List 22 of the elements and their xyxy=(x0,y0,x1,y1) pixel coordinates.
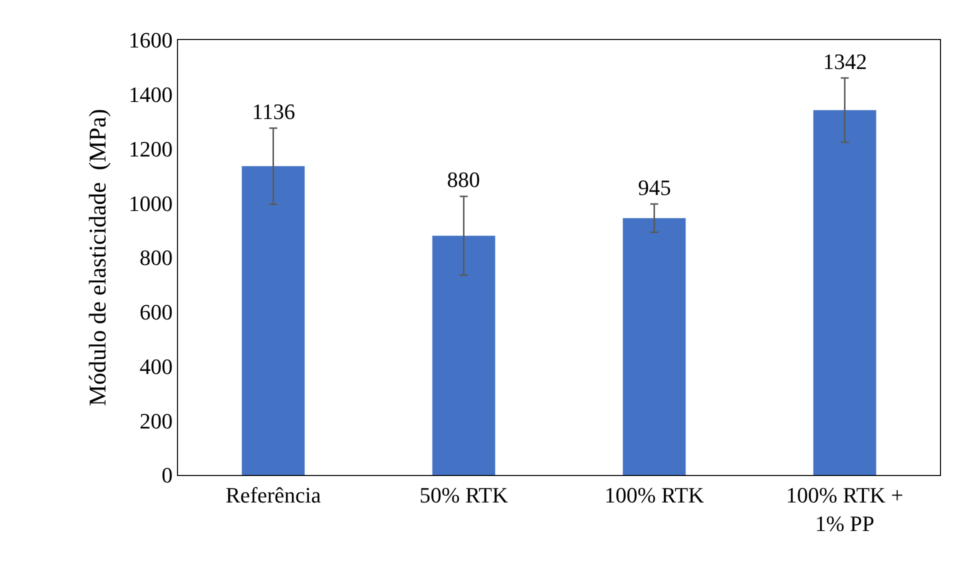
data-label: 880 xyxy=(447,167,480,192)
x-tick-label: 100% RTK + 1% PP xyxy=(786,482,904,536)
y-tick-label: 1400 xyxy=(128,82,173,108)
y-tick-label: 200 xyxy=(140,408,173,434)
y-axis-title: Módulo de elasticidade (MPa) xyxy=(86,108,112,406)
y-tick-label: 0 xyxy=(162,462,173,488)
bar xyxy=(813,110,876,475)
bar xyxy=(242,166,305,475)
data-label: 1342 xyxy=(823,49,867,74)
bar xyxy=(432,236,496,475)
data-label: 945 xyxy=(638,175,671,200)
y-tick-label: 1600 xyxy=(128,28,173,53)
x-tick-label: 100% RTK xyxy=(604,482,704,508)
x-tick-label: Referência xyxy=(226,482,322,508)
y-tick-label: 1200 xyxy=(128,136,173,162)
y-tick-label: 800 xyxy=(140,245,173,270)
bar xyxy=(622,218,686,475)
y-tick-label: 1000 xyxy=(128,190,173,216)
x-tick-label: 50% RTK xyxy=(419,482,508,508)
data-label: 1136 xyxy=(252,99,296,124)
y-tick-label: 600 xyxy=(140,300,173,325)
y-tick-label: 400 xyxy=(140,354,173,379)
